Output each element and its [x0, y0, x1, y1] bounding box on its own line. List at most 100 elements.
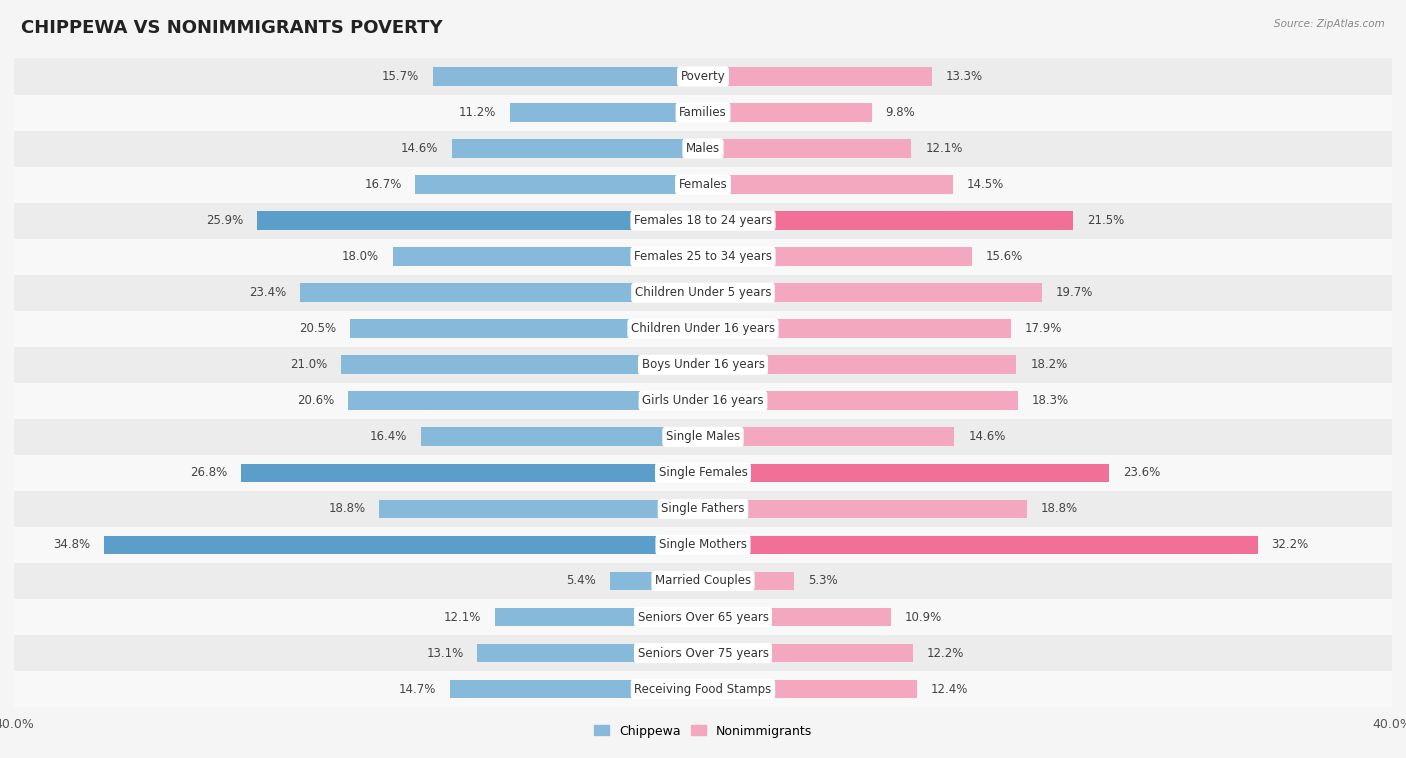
Bar [610, 572, 703, 590]
Bar [14, 274, 1392, 311]
Bar [433, 67, 703, 86]
Bar [14, 383, 1392, 419]
Bar [299, 283, 703, 302]
Text: Females: Females [679, 178, 727, 191]
Text: 5.4%: 5.4% [567, 575, 596, 587]
Text: 18.3%: 18.3% [1032, 394, 1069, 407]
Bar [14, 346, 1392, 383]
Bar [14, 563, 1392, 599]
Bar [380, 500, 703, 518]
Bar [14, 130, 1392, 167]
Bar [14, 311, 1392, 346]
Text: Poverty: Poverty [681, 70, 725, 83]
Text: CHIPPEWA VS NONIMMIGRANTS POVERTY: CHIPPEWA VS NONIMMIGRANTS POVERTY [21, 19, 443, 37]
Bar [242, 463, 703, 482]
Bar [450, 680, 703, 698]
Bar [14, 671, 1392, 707]
Bar [495, 608, 703, 626]
Text: 14.6%: 14.6% [401, 142, 437, 155]
Text: 34.8%: 34.8% [52, 538, 90, 552]
Text: Seniors Over 65 years: Seniors Over 65 years [637, 610, 769, 624]
Bar [14, 635, 1392, 671]
Text: 18.2%: 18.2% [1031, 359, 1067, 371]
Text: 11.2%: 11.2% [458, 106, 496, 119]
Bar [703, 428, 955, 446]
Text: 12.1%: 12.1% [925, 142, 963, 155]
Bar [703, 572, 794, 590]
Text: Single Females: Single Females [658, 466, 748, 479]
Bar [14, 58, 1392, 95]
Bar [510, 103, 703, 122]
Text: 18.0%: 18.0% [342, 250, 380, 263]
Bar [350, 319, 703, 338]
Text: 20.6%: 20.6% [297, 394, 335, 407]
Text: 23.6%: 23.6% [1123, 466, 1160, 479]
Text: 16.4%: 16.4% [370, 431, 406, 443]
Text: 26.8%: 26.8% [190, 466, 228, 479]
Bar [703, 608, 891, 626]
Text: 13.1%: 13.1% [426, 647, 464, 659]
Bar [703, 356, 1017, 374]
Bar [14, 491, 1392, 527]
Bar [703, 319, 1011, 338]
Bar [104, 536, 703, 554]
Bar [703, 680, 917, 698]
Text: 19.7%: 19.7% [1056, 287, 1094, 299]
Bar [478, 644, 703, 662]
Text: Seniors Over 75 years: Seniors Over 75 years [637, 647, 769, 659]
Text: 16.7%: 16.7% [364, 178, 402, 191]
Text: Boys Under 16 years: Boys Under 16 years [641, 359, 765, 371]
Text: 14.7%: 14.7% [399, 683, 436, 696]
Text: 18.8%: 18.8% [328, 503, 366, 515]
Text: 12.4%: 12.4% [931, 683, 967, 696]
Bar [14, 167, 1392, 202]
Text: Females 25 to 34 years: Females 25 to 34 years [634, 250, 772, 263]
Text: 23.4%: 23.4% [249, 287, 287, 299]
Text: 17.9%: 17.9% [1025, 322, 1063, 335]
Bar [349, 391, 703, 410]
Text: 32.2%: 32.2% [1271, 538, 1309, 552]
Bar [703, 139, 911, 158]
Text: Single Males: Single Males [666, 431, 740, 443]
Text: 18.8%: 18.8% [1040, 503, 1078, 515]
Text: 14.6%: 14.6% [969, 431, 1005, 443]
Bar [703, 67, 932, 86]
Bar [14, 202, 1392, 239]
Text: 20.5%: 20.5% [299, 322, 336, 335]
Text: Males: Males [686, 142, 720, 155]
Bar [14, 455, 1392, 491]
Bar [415, 175, 703, 194]
Text: 5.3%: 5.3% [808, 575, 838, 587]
Text: Single Mothers: Single Mothers [659, 538, 747, 552]
Bar [14, 239, 1392, 274]
Text: Females 18 to 24 years: Females 18 to 24 years [634, 214, 772, 227]
Text: 14.5%: 14.5% [966, 178, 1004, 191]
Bar [703, 175, 953, 194]
Text: 15.6%: 15.6% [986, 250, 1022, 263]
Bar [451, 139, 703, 158]
Bar [703, 247, 972, 266]
Text: 21.0%: 21.0% [290, 359, 328, 371]
Bar [703, 463, 1109, 482]
Legend: Chippewa, Nonimmigrants: Chippewa, Nonimmigrants [589, 719, 817, 743]
Bar [392, 247, 703, 266]
Text: 12.2%: 12.2% [927, 647, 965, 659]
Text: Girls Under 16 years: Girls Under 16 years [643, 394, 763, 407]
Text: Single Fathers: Single Fathers [661, 503, 745, 515]
Text: 9.8%: 9.8% [886, 106, 915, 119]
Text: 25.9%: 25.9% [205, 214, 243, 227]
Bar [14, 599, 1392, 635]
Bar [420, 428, 703, 446]
Text: Receiving Food Stamps: Receiving Food Stamps [634, 683, 772, 696]
Text: Families: Families [679, 106, 727, 119]
Text: 12.1%: 12.1% [443, 610, 481, 624]
Bar [703, 103, 872, 122]
Text: Source: ZipAtlas.com: Source: ZipAtlas.com [1274, 19, 1385, 29]
Text: 21.5%: 21.5% [1087, 214, 1125, 227]
Bar [703, 644, 912, 662]
Bar [257, 211, 703, 230]
Bar [14, 95, 1392, 130]
Bar [703, 391, 1018, 410]
Bar [14, 419, 1392, 455]
Text: Children Under 16 years: Children Under 16 years [631, 322, 775, 335]
